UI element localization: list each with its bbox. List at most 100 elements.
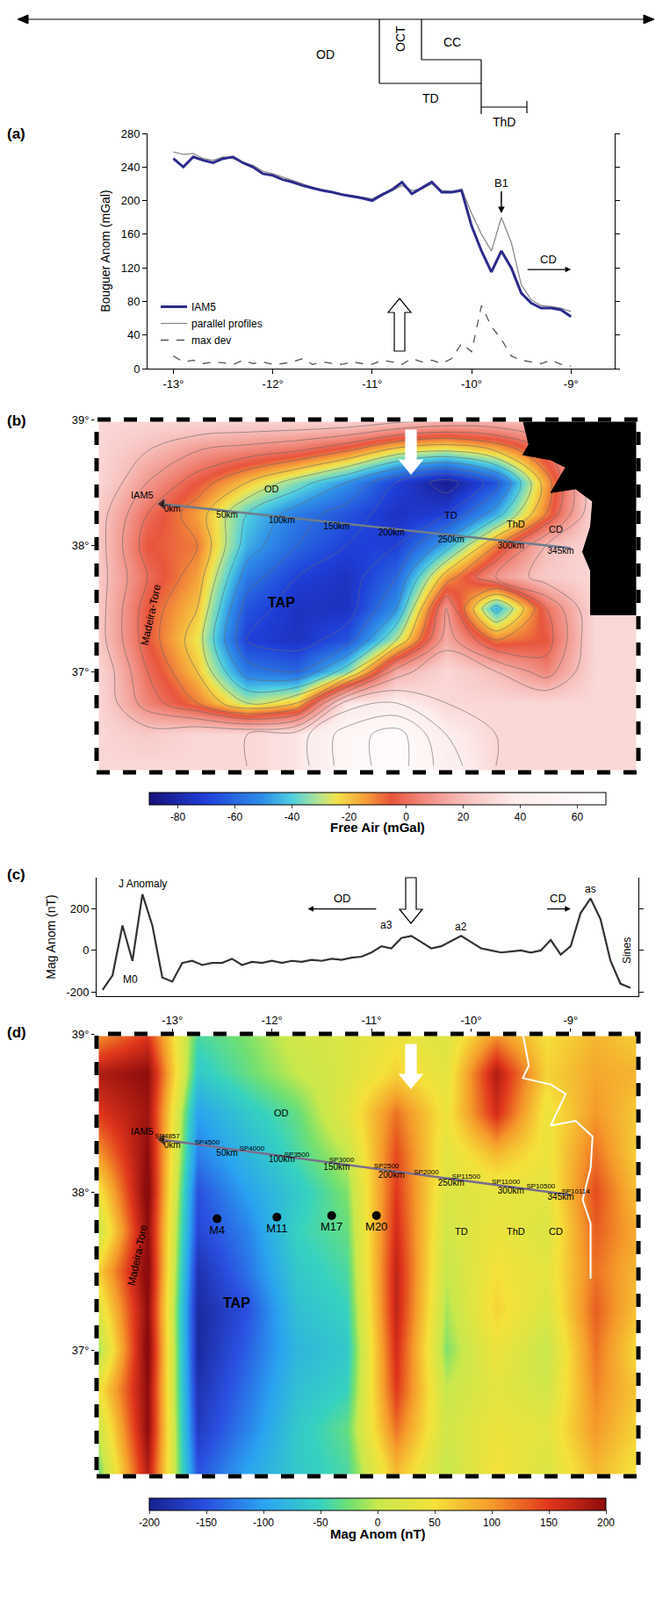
- svg-text:20: 20: [457, 811, 470, 824]
- svg-text:39°: 39°: [72, 1028, 90, 1042]
- svg-text:CD: CD: [548, 524, 563, 535]
- svg-text:SP3000: SP3000: [329, 1156, 355, 1165]
- svg-text:SP4500: SP4500: [194, 1138, 221, 1147]
- svg-text:200km: 200km: [378, 1170, 405, 1181]
- svg-text:240: 240: [121, 160, 141, 174]
- svg-text:39°: 39°: [72, 413, 90, 427]
- svg-text:SP10114: SP10114: [561, 1188, 591, 1196]
- svg-text:TD: TD: [422, 91, 440, 106]
- svg-text:280: 280: [121, 127, 141, 141]
- svg-text:38°: 38°: [72, 539, 90, 553]
- svg-text:150km: 150km: [323, 521, 350, 532]
- svg-text:150: 150: [540, 1517, 558, 1530]
- svg-text:0km: 0km: [164, 1140, 181, 1151]
- svg-text:M17: M17: [320, 1220, 343, 1234]
- svg-text:-100: -100: [252, 1517, 274, 1530]
- svg-text:345km: 345km: [547, 1192, 575, 1203]
- svg-text:250km: 250km: [438, 1178, 465, 1189]
- svg-text:Mag Anom (nT): Mag Anom (nT): [330, 1527, 426, 1542]
- svg-text:-40: -40: [284, 811, 301, 824]
- svg-text:as: as: [584, 883, 597, 896]
- svg-text:200: 200: [121, 194, 141, 208]
- svg-text:OD: OD: [264, 483, 280, 495]
- svg-text:-10°: -10°: [461, 377, 483, 391]
- svg-text:SP11500: SP11500: [452, 1173, 482, 1182]
- svg-text:-13°: -13°: [161, 1014, 183, 1028]
- svg-text:SP2500: SP2500: [374, 1162, 400, 1171]
- svg-text:80: 80: [127, 295, 140, 309]
- svg-text:-9°: -9°: [562, 1014, 578, 1028]
- svg-text:IAM5: IAM5: [191, 301, 217, 314]
- svg-text:SP11000: SP11000: [491, 1178, 521, 1187]
- svg-text:CD: CD: [548, 1226, 563, 1238]
- svg-text:-60: -60: [227, 811, 244, 824]
- svg-text:TAP: TAP: [223, 1296, 251, 1312]
- svg-text:CD: CD: [549, 892, 567, 906]
- svg-text:IAM5: IAM5: [130, 1126, 154, 1138]
- svg-text:0: 0: [403, 811, 410, 824]
- svg-text:ThD: ThD: [492, 115, 516, 130]
- svg-text:ThD: ThD: [506, 518, 526, 530]
- svg-text:-10°: -10°: [460, 1014, 482, 1028]
- svg-text:200: 200: [70, 902, 90, 916]
- svg-text:-11°: -11°: [361, 1014, 382, 1028]
- svg-text:SP4000: SP4000: [239, 1145, 266, 1153]
- svg-text:0: 0: [133, 362, 140, 376]
- svg-text:B1: B1: [494, 176, 509, 190]
- svg-text:OD: OD: [333, 892, 352, 906]
- svg-text:(a): (a): [7, 125, 26, 143]
- svg-text:250km: 250km: [438, 534, 465, 545]
- svg-text:Free Air (mGal): Free Air (mGal): [330, 820, 426, 836]
- svg-text:max dev: max dev: [191, 334, 231, 347]
- svg-text:50km: 50km: [216, 1148, 238, 1159]
- svg-text:0km: 0km: [164, 504, 181, 514]
- svg-text:OD: OD: [316, 47, 335, 62]
- svg-text:0: 0: [82, 943, 89, 958]
- svg-text:-150: -150: [195, 1517, 217, 1530]
- svg-text:100km: 100km: [268, 515, 296, 526]
- svg-text:38°: 38°: [72, 1186, 90, 1200]
- svg-text:40: 40: [127, 328, 140, 342]
- svg-text:IAM5: IAM5: [130, 489, 154, 501]
- svg-text:60: 60: [571, 811, 584, 824]
- svg-text:(c): (c): [7, 866, 26, 884]
- svg-text:SP3500: SP3500: [284, 1151, 310, 1160]
- svg-text:50km: 50km: [216, 510, 238, 520]
- svg-text:parallel profiles: parallel profiles: [191, 317, 263, 331]
- svg-text:a3: a3: [380, 919, 393, 932]
- svg-text:37°: 37°: [72, 1344, 90, 1358]
- svg-text:M11: M11: [266, 1222, 288, 1236]
- svg-text:150km: 150km: [323, 1162, 350, 1173]
- svg-text:-12°: -12°: [262, 377, 284, 391]
- svg-text:-9°: -9°: [563, 377, 579, 391]
- svg-text:a2: a2: [454, 921, 468, 934]
- svg-text:(d): (d): [7, 1024, 27, 1042]
- svg-text:M4: M4: [208, 1224, 225, 1238]
- svg-text:-50: -50: [312, 1517, 329, 1530]
- svg-text:CC: CC: [443, 35, 462, 50]
- svg-text:OCT: OCT: [393, 25, 408, 52]
- svg-text:0: 0: [374, 1517, 382, 1530]
- svg-text:345km: 345km: [547, 546, 575, 556]
- svg-text:TAP: TAP: [267, 595, 296, 611]
- svg-text:Madeira-Tore: Madeira-Tore: [138, 583, 164, 647]
- svg-text:-13°: -13°: [162, 377, 184, 391]
- svg-text:M0: M0: [122, 973, 138, 987]
- svg-text:50: 50: [428, 1517, 441, 1530]
- svg-text:-80: -80: [170, 811, 187, 824]
- svg-text:OD: OD: [273, 1108, 289, 1119]
- svg-text:Bouguer Anom (mGal): Bouguer Anom (mGal): [98, 189, 113, 312]
- svg-text:-200: -200: [138, 1517, 160, 1530]
- svg-text:Mag Anom (nT): Mag Anom (nT): [43, 894, 58, 980]
- svg-text:Sines: Sines: [620, 937, 634, 965]
- svg-text:TD: TD: [444, 510, 458, 521]
- svg-text:ThD: ThD: [506, 1226, 526, 1238]
- svg-text:-200: -200: [65, 986, 89, 1000]
- svg-text:-20: -20: [341, 811, 358, 824]
- svg-text:CD: CD: [540, 252, 557, 267]
- svg-text:J Anomaly: J Anomaly: [118, 878, 167, 891]
- svg-text:200km: 200km: [378, 527, 405, 538]
- svg-text:SP10500: SP10500: [525, 1182, 555, 1191]
- svg-text:100: 100: [482, 1517, 501, 1530]
- svg-text:160: 160: [121, 227, 141, 241]
